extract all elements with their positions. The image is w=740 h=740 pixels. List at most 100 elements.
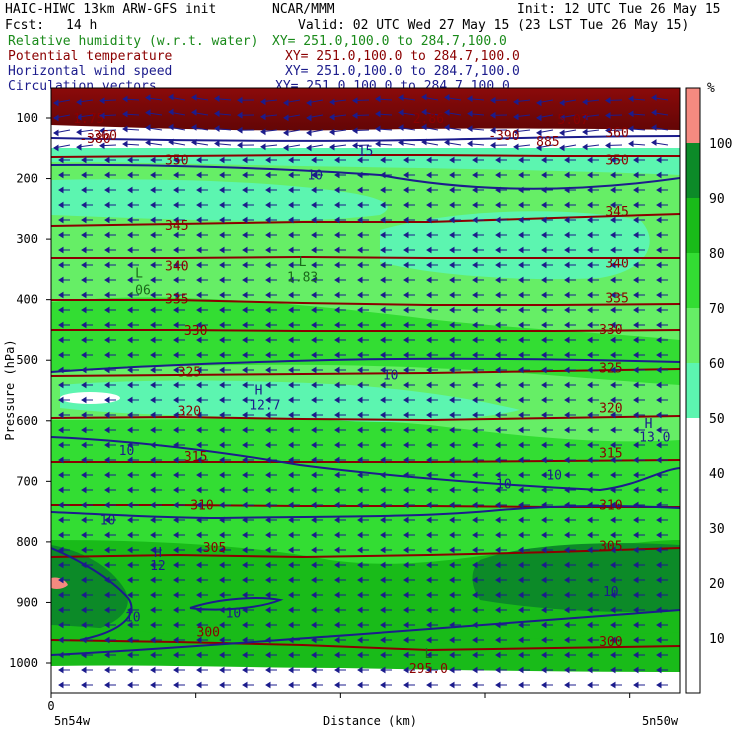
circulation-vector (81, 336, 93, 344)
circulation-vector (242, 681, 254, 689)
circulation-vector (449, 471, 461, 479)
theta-label: 305 (599, 540, 622, 555)
theta-label: 335 (605, 291, 628, 306)
y-tick-label: 700 (16, 474, 38, 488)
circulation-vector (380, 666, 392, 674)
circulation-vector (375, 110, 393, 118)
circulation-vector (334, 276, 346, 284)
circulation-vector (472, 636, 484, 644)
circulation-vector (587, 351, 599, 359)
circulation-vector (58, 486, 70, 494)
circulation-vector (168, 138, 186, 146)
circulation-vector (283, 99, 301, 107)
circulation-vector (58, 621, 70, 629)
circulation-vector (53, 144, 71, 152)
circulation-vector (352, 97, 370, 104)
circulation-vector (564, 216, 576, 224)
circulation-vector (656, 576, 668, 584)
circulation-vector (173, 501, 185, 509)
circulation-vector (196, 411, 208, 419)
circulation-vector (449, 591, 461, 599)
circulation-vector (334, 531, 346, 539)
circulation-vector (242, 171, 254, 179)
circulation-vector (656, 216, 668, 224)
circulation-vector (104, 636, 116, 644)
y-tick-label: 600 (16, 414, 38, 428)
circulation-vector (633, 171, 645, 179)
circulation-vector (564, 471, 576, 479)
circulation-vector (214, 95, 232, 102)
circulation-vector (541, 486, 553, 494)
circulation-vector (81, 606, 93, 614)
circulation-vector (564, 546, 576, 554)
circulation-vector (357, 321, 369, 329)
circulation-vector (541, 216, 553, 224)
circulation-vector (242, 636, 254, 644)
circulation-vector (495, 381, 507, 389)
circulation-vector (375, 125, 393, 133)
circulation-vector (196, 186, 208, 194)
circulation-vector (472, 321, 484, 329)
circulation-vector (311, 381, 323, 389)
circulation-vector (334, 426, 346, 434)
circulation-vector (610, 561, 622, 569)
circulation-vector (127, 606, 139, 614)
circulation-vector (587, 621, 599, 629)
circulation-vector (541, 441, 553, 449)
circulation-vector (357, 156, 369, 164)
circulation-vector (58, 291, 70, 299)
theta-label: 315 (599, 446, 622, 461)
circulation-vector (104, 561, 116, 569)
circulation-vector (150, 486, 162, 494)
circulation-vector (403, 321, 415, 329)
circulation-vector (633, 651, 645, 659)
circulation-vector (58, 396, 70, 404)
x-axis-label: Distance (km) (323, 714, 417, 728)
circulation-vector (127, 546, 139, 554)
circulation-vector (495, 276, 507, 284)
circulation-vector (610, 246, 622, 254)
circulation-vector (150, 681, 162, 689)
wind-contour (51, 135, 680, 142)
theta-label: 340 (165, 259, 188, 274)
circulation-vector (265, 486, 277, 494)
circulation-vector (426, 396, 438, 404)
circulation-vector (288, 561, 300, 569)
circulation-vector (150, 261, 162, 269)
circulation-vector (564, 441, 576, 449)
circulation-vector (472, 426, 484, 434)
wind-label: H (255, 384, 263, 399)
circulation-vector (518, 561, 530, 569)
circulation-vector (242, 441, 254, 449)
circulation-vector (58, 516, 70, 524)
circulation-vector (196, 231, 208, 239)
circulation-vector (587, 216, 599, 224)
circulation-vector (242, 156, 254, 164)
circulation-vector (196, 276, 208, 284)
circulation-vector (449, 261, 461, 269)
circulation-vector (58, 321, 70, 329)
circulation-vector (242, 456, 254, 464)
circulation-vector (541, 426, 553, 434)
circulation-vector (196, 441, 208, 449)
circulation-vector (656, 651, 668, 659)
circulation-vector (426, 411, 438, 419)
circulation-vector (242, 276, 254, 284)
circulation-vector (242, 261, 254, 269)
circulation-vector (219, 276, 231, 284)
circulation-vector (104, 336, 116, 344)
circulation-vector (472, 651, 484, 659)
circulation-vector (656, 336, 668, 344)
circulation-vector (288, 186, 300, 194)
circulation-vector (610, 426, 622, 434)
circulation-vector (587, 171, 599, 179)
circulation-vector (518, 186, 530, 194)
circulation-vector (587, 366, 599, 374)
circulation-vector (380, 231, 392, 239)
circulation-vector (426, 531, 438, 539)
circulation-vector (426, 216, 438, 224)
circulation-vector (127, 231, 139, 239)
circulation-vector (610, 471, 622, 479)
circulation-vector (191, 138, 209, 146)
circulation-vector (541, 546, 553, 554)
